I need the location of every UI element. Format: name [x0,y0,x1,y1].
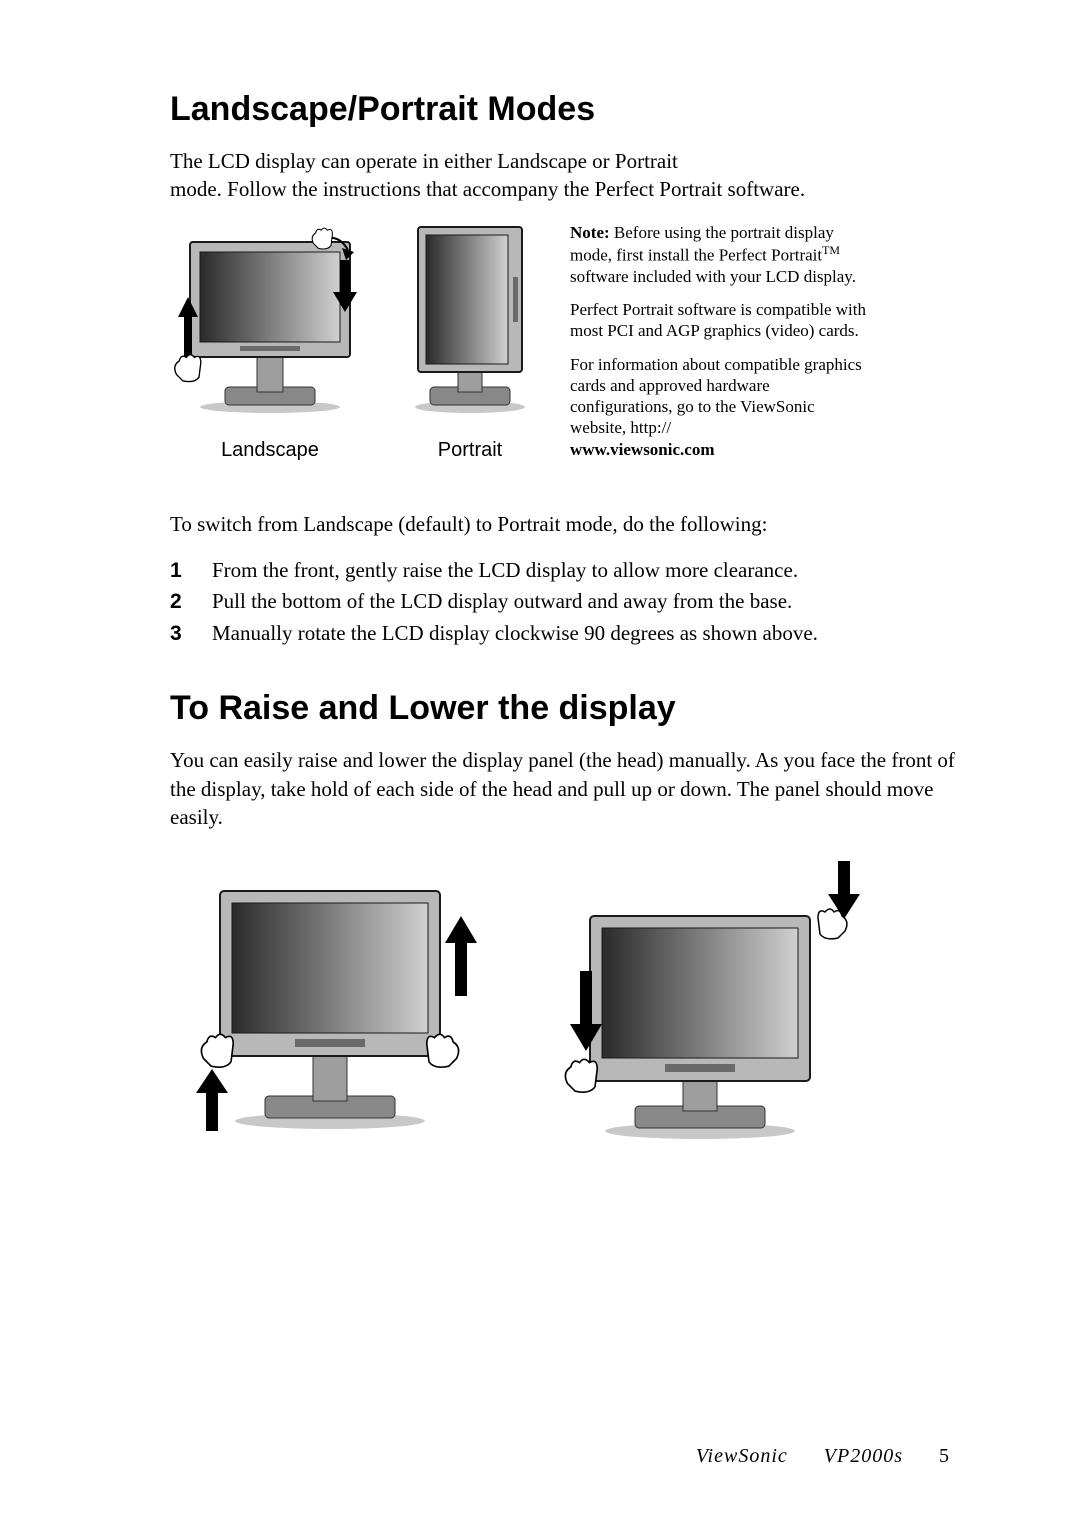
note-p3: For information about compatible graphic… [570,354,870,460]
portrait-monitor-svg [400,222,540,422]
heading-raise-lower: To Raise and Lower the display [170,689,980,728]
figure-landscape: Landscape [170,222,370,462]
switch-intro: To switch from Landscape (default) to Po… [170,512,980,537]
hand-icon [565,1060,597,1093]
steps-list: 1 From the front, gently raise the LCD d… [170,555,980,650]
figure-raise [180,861,480,1156]
step-2: 2 Pull the bottom of the LCD display out… [170,586,980,618]
note-p1a: Before using the portrait display mode, … [570,223,834,265]
step-num-1: 1 [170,555,192,587]
step-text-1: From the front, gently raise the LCD dis… [212,555,798,587]
step-num-3: 3 [170,618,192,650]
raise-intro: You can easily raise and lower the displ… [170,746,980,831]
note-column: Note: Before using the portrait display … [570,222,870,472]
arrow-up-icon [196,1069,228,1131]
step-text-2: Pull the bottom of the LCD display outwa… [212,586,792,618]
hand-icon [427,1035,459,1068]
hand-icon [201,1035,233,1068]
footer-brand: ViewSonic [696,1445,788,1467]
step-text-3: Manually rotate the LCD display clockwis… [212,618,818,650]
note-label: Note: [570,223,610,242]
tm-mark: TM [822,243,840,257]
figure-portrait: Portrait [400,222,540,462]
step-1: 1 From the front, gently raise the LCD d… [170,555,980,587]
raise-monitor-svg [180,861,480,1141]
caption-portrait: Portrait [400,439,540,462]
arrow-up-icon [445,916,477,996]
step-num-2: 2 [170,586,192,618]
footer-model: VP2000s [824,1445,903,1467]
landscape-monitor-svg [170,222,370,422]
footer-page-number: 5 [939,1445,950,1467]
note-p1: Note: Before using the portrait display … [570,222,870,287]
step-3: 3 Manually rotate the LCD display clockw… [170,618,980,650]
note-url: www.viewsonic.com [570,440,714,459]
figure-row-raise [170,861,980,1156]
hand-icon [312,228,332,249]
note-p2: Perfect Portrait software is compatible … [570,299,870,342]
caption-landscape: Landscape [170,439,370,462]
heading-landscape-portrait: Landscape/Portrait Modes [170,90,980,129]
note-p3a: For information about compatible graphic… [570,355,862,438]
figure-row-modes: Landscape Portrait [170,222,980,472]
intro-line2: mode. Follow the instructions that accom… [170,177,805,201]
intro-paragraph: The LCD display can operate in either La… [170,147,980,204]
figure-lower [550,861,870,1156]
page-footer: ViewSonic VP2000s 5 [696,1445,950,1468]
hand-icon [175,354,201,381]
note-p1b: software included with your LCD display. [570,267,856,286]
lower-monitor-svg [550,861,870,1151]
intro-line1: The LCD display can operate in either La… [170,149,678,173]
